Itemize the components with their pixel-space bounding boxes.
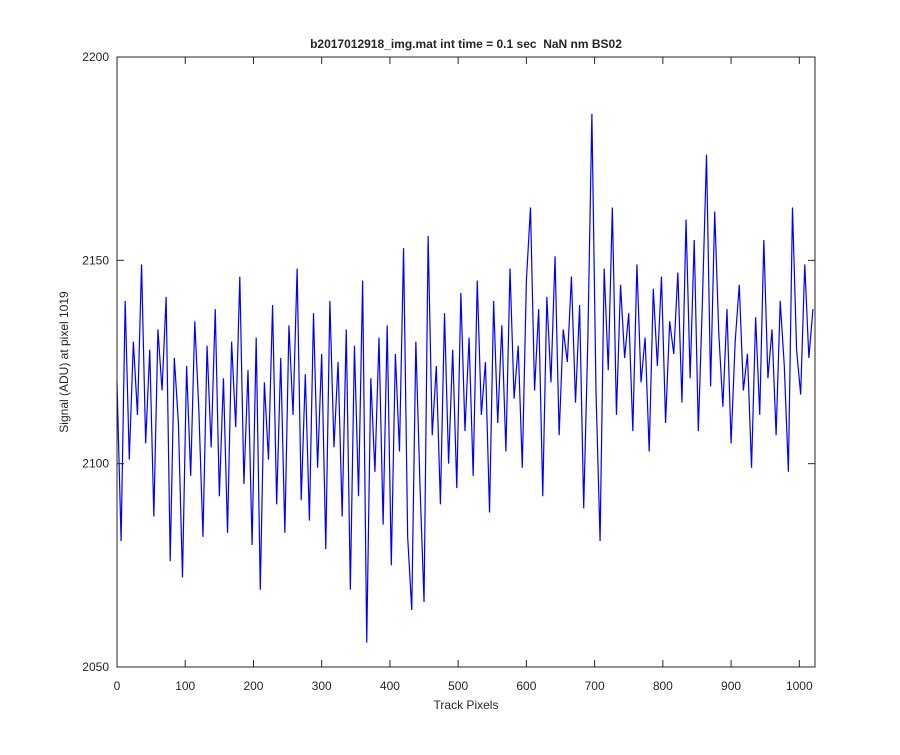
x-tick-label: 1000 <box>786 679 813 693</box>
x-tick-label: 800 <box>653 679 673 693</box>
y-tick-label: 2050 <box>82 660 109 674</box>
y-tick-label: 2150 <box>82 253 109 267</box>
x-tick-label: 200 <box>243 679 263 693</box>
x-tick-label: 100 <box>175 679 195 693</box>
y-axis-label: Signal (ADU) at pixel 1019 <box>57 291 71 433</box>
axes-box <box>116 56 816 668</box>
y-tick-label: 2200 <box>82 50 109 64</box>
x-tick-label: 500 <box>448 679 468 693</box>
x-axis-label: Track Pixels <box>434 698 499 712</box>
data-line <box>116 113 814 643</box>
y-tick-label: 2100 <box>82 457 109 471</box>
x-tick-label: 600 <box>516 679 536 693</box>
x-tick-label: 700 <box>585 679 605 693</box>
chart-title: b2017012918_img.mat int time = 0.1 sec N… <box>310 37 622 51</box>
x-tick-label: 300 <box>312 679 332 693</box>
x-tick-label: 0 <box>114 679 121 693</box>
x-tick-label: 900 <box>721 679 741 693</box>
x-tick-label: 400 <box>380 679 400 693</box>
